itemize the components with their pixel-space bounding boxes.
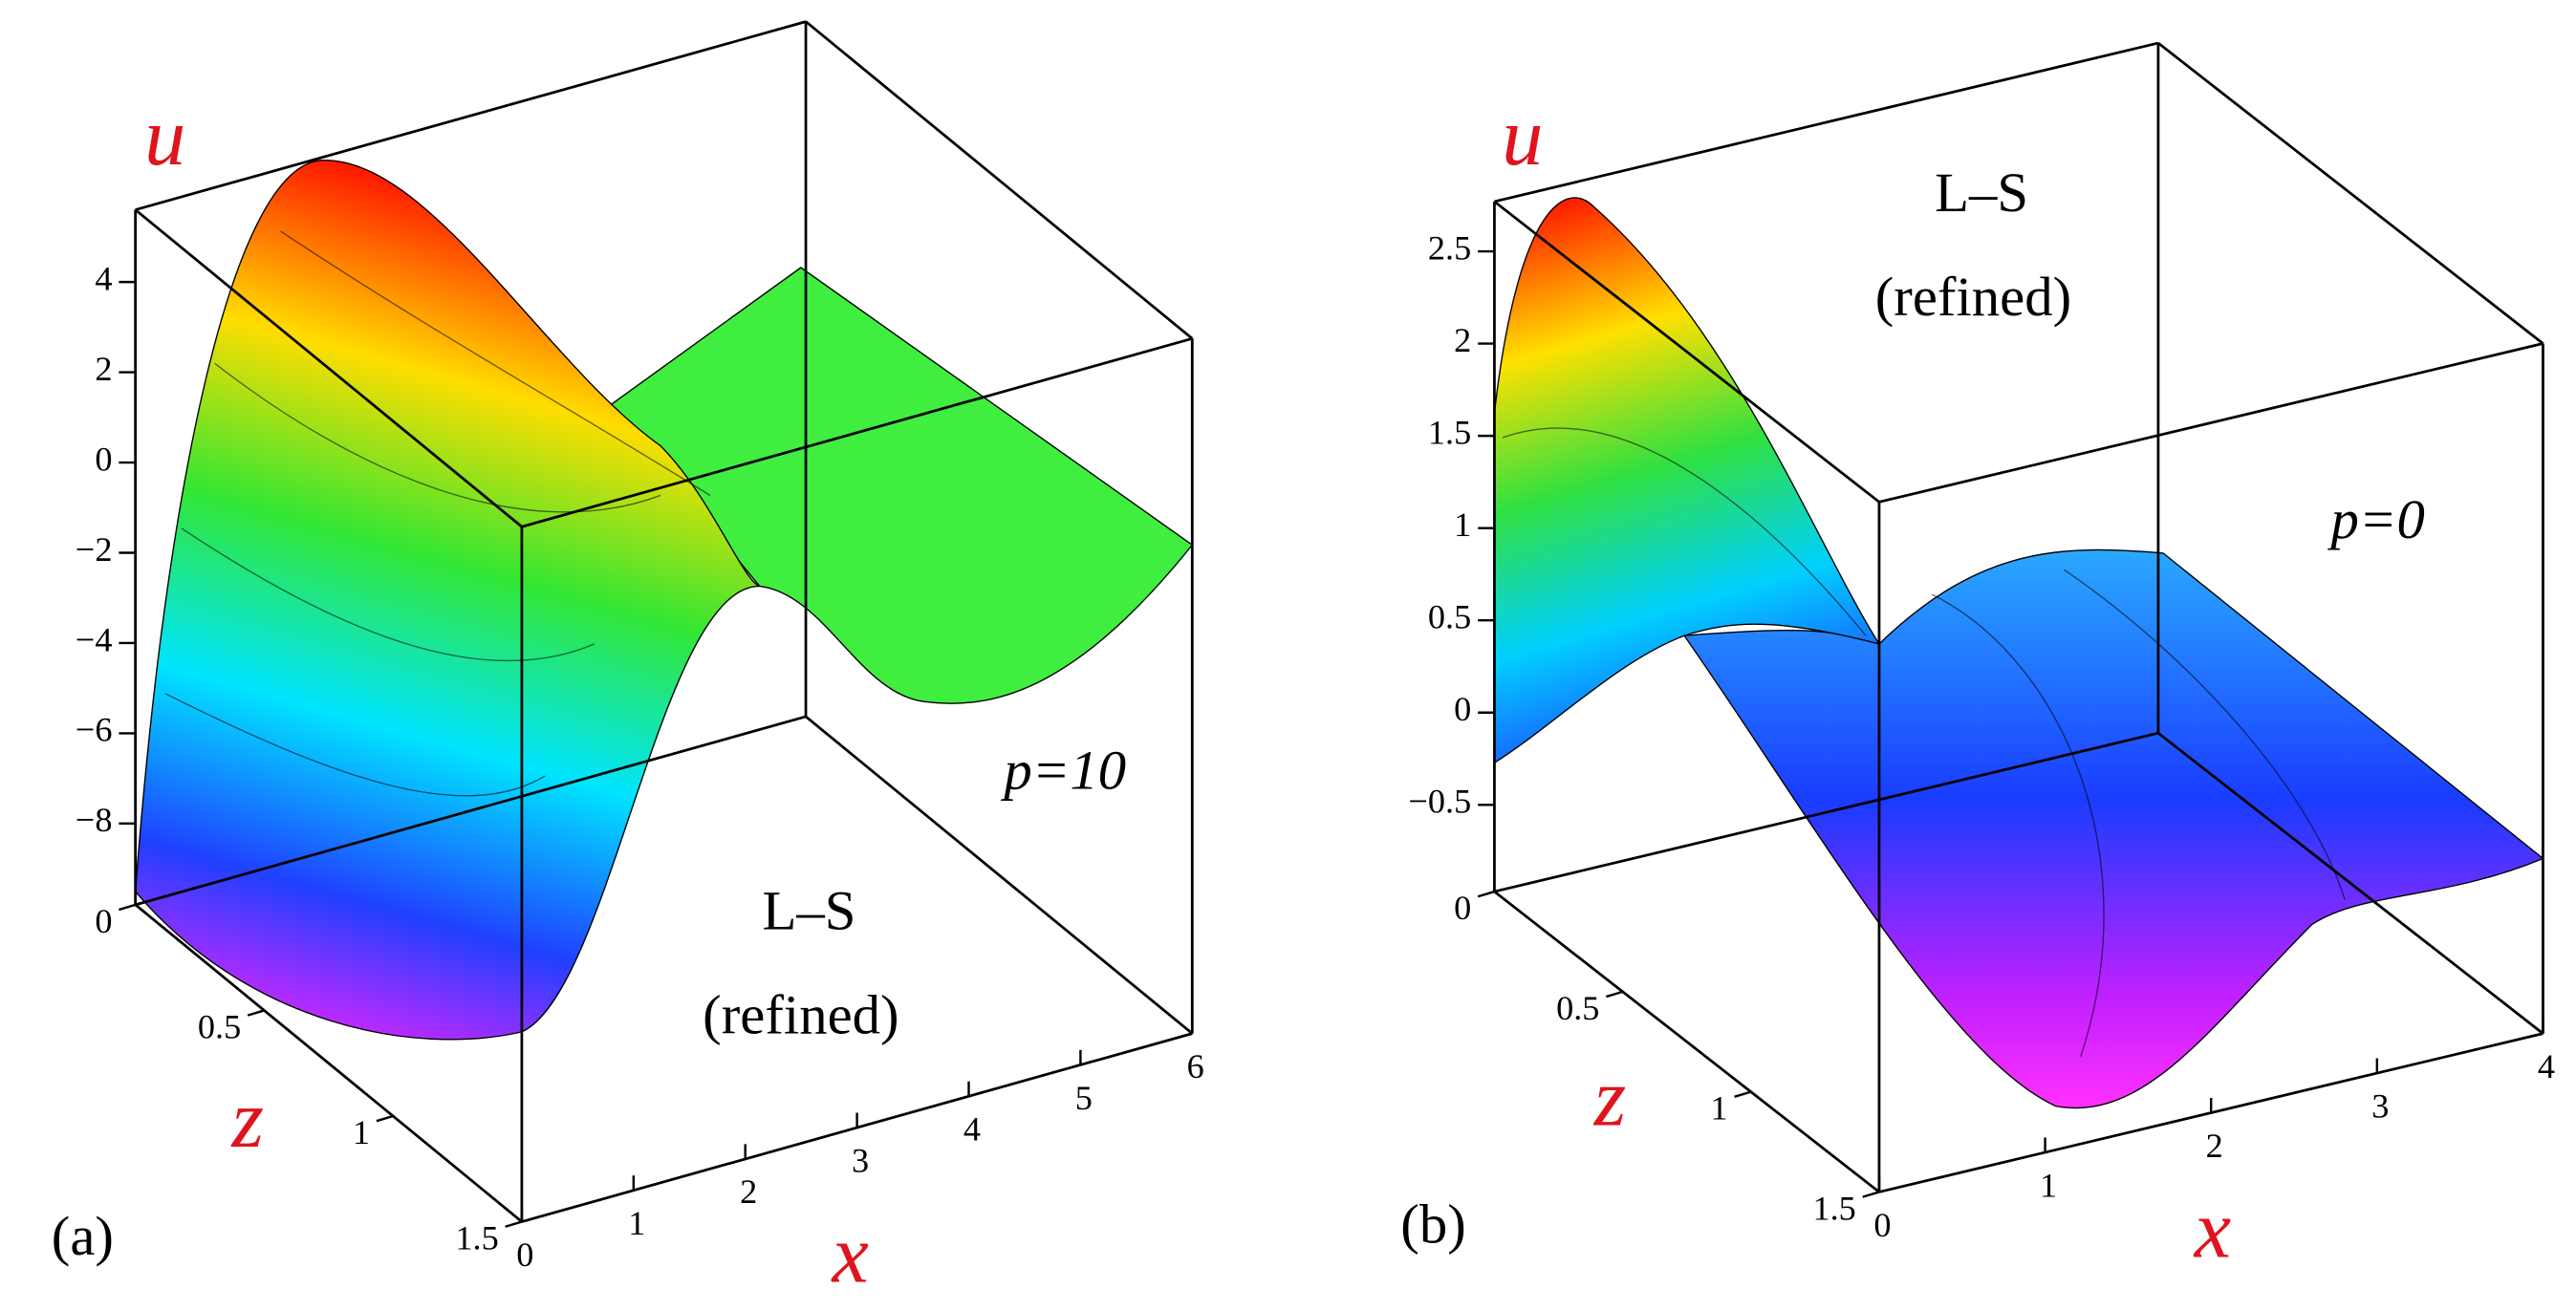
x-tick-label: 4 [2538, 1047, 2555, 1085]
box-edge [135, 715, 807, 907]
u-tick-label: 2 [95, 350, 112, 388]
box-edge [521, 336, 1193, 528]
mesh-line [1502, 427, 2346, 1058]
z-tick [1862, 1191, 1880, 1198]
box-edge [2157, 41, 2544, 345]
annotation: (refined) [703, 983, 898, 1045]
annotation: p=0 [2327, 488, 2425, 550]
box-edge [1493, 890, 1880, 1193]
u-axis-label: u [1502, 91, 1543, 183]
z-tick [1477, 890, 1495, 898]
x-axis-label: x [2193, 1184, 2231, 1276]
z-tick-label: 1.5 [455, 1219, 498, 1257]
z-tick-label: 0 [1454, 889, 1471, 927]
z-tick-label: 0.5 [198, 1007, 241, 1045]
box-edge [134, 208, 523, 528]
z-tick [376, 1114, 394, 1123]
u-tick-label: 4 [95, 259, 112, 297]
u-tick-label: −0.5 [1408, 783, 1471, 821]
x-tick-label: 0 [1873, 1206, 1891, 1244]
box-edge [1494, 731, 2159, 893]
box-edge [1494, 41, 2159, 204]
annotation: p=10 [1000, 740, 1126, 802]
surface-a [134, 160, 1194, 1041]
box-edge [2157, 732, 2544, 1035]
surface-patch [610, 267, 1194, 704]
z-tick-label: 1.5 [1812, 1190, 1855, 1228]
surface-patch [1682, 548, 2544, 1109]
u-tick-label: 0.5 [1428, 598, 1471, 636]
box-edge [1878, 342, 2544, 504]
z-tick-label: 0.5 [1556, 989, 1599, 1027]
box-edge [1493, 200, 1880, 504]
z-tick [1605, 990, 1623, 999]
x-tick-label: 3 [2371, 1086, 2389, 1125]
annotation: (refined) [1875, 266, 2071, 328]
z-tick [119, 903, 137, 912]
x-tick-label: 2 [2206, 1127, 2223, 1165]
x-tick-label: 2 [740, 1172, 757, 1211]
mesh-line [164, 230, 711, 797]
z-tick [505, 1220, 523, 1228]
u-tick-label: −6 [76, 711, 113, 749]
annotation: L–S [1935, 161, 2028, 224]
u-axis-label: u [144, 91, 185, 183]
x-tick-label: 0 [516, 1236, 533, 1274]
x-tick-label: 5 [1075, 1079, 1093, 1117]
u-tick-label: 0 [95, 440, 112, 478]
z-axis-label: z [1593, 1051, 1627, 1143]
z-tick [1734, 1090, 1752, 1098]
u-tick-label: −8 [76, 801, 113, 839]
box-edge [805, 715, 1194, 1035]
x-axis-label: x [831, 1209, 869, 1300]
box-edge [134, 903, 523, 1223]
surface-patch [134, 160, 760, 1041]
u-tick-label: −4 [76, 620, 113, 658]
x-tick-label: 3 [852, 1141, 869, 1179]
x-tick-label: 6 [1187, 1047, 1204, 1085]
x-tick-label: 4 [963, 1110, 981, 1149]
panel-label: (b) [1400, 1193, 1465, 1256]
u-tick-label: 2.5 [1428, 228, 1471, 267]
z-tick-label: 1 [1710, 1089, 1727, 1128]
annotation: L–S [763, 879, 856, 941]
u-tick-label: 2 [1454, 321, 1471, 359]
u-tick-label: 1.5 [1428, 413, 1471, 451]
z-tick-label: 1 [353, 1113, 370, 1151]
x-tick-label: 1 [628, 1204, 645, 1242]
u-tick-label: −2 [76, 530, 113, 569]
panel-label: (a) [52, 1205, 114, 1267]
box-edge [805, 20, 1194, 340]
u-tick-label: 0 [1454, 690, 1471, 728]
x-tick-label: 1 [2040, 1166, 2057, 1204]
z-axis-label: z [230, 1073, 264, 1165]
u-tick-label: 1 [1454, 505, 1471, 544]
box-edge [135, 20, 807, 211]
surface-patch [1493, 197, 1881, 764]
z-tick-label: 0 [95, 902, 112, 940]
surface-b [1493, 197, 2544, 1109]
z-tick [247, 1009, 265, 1017]
